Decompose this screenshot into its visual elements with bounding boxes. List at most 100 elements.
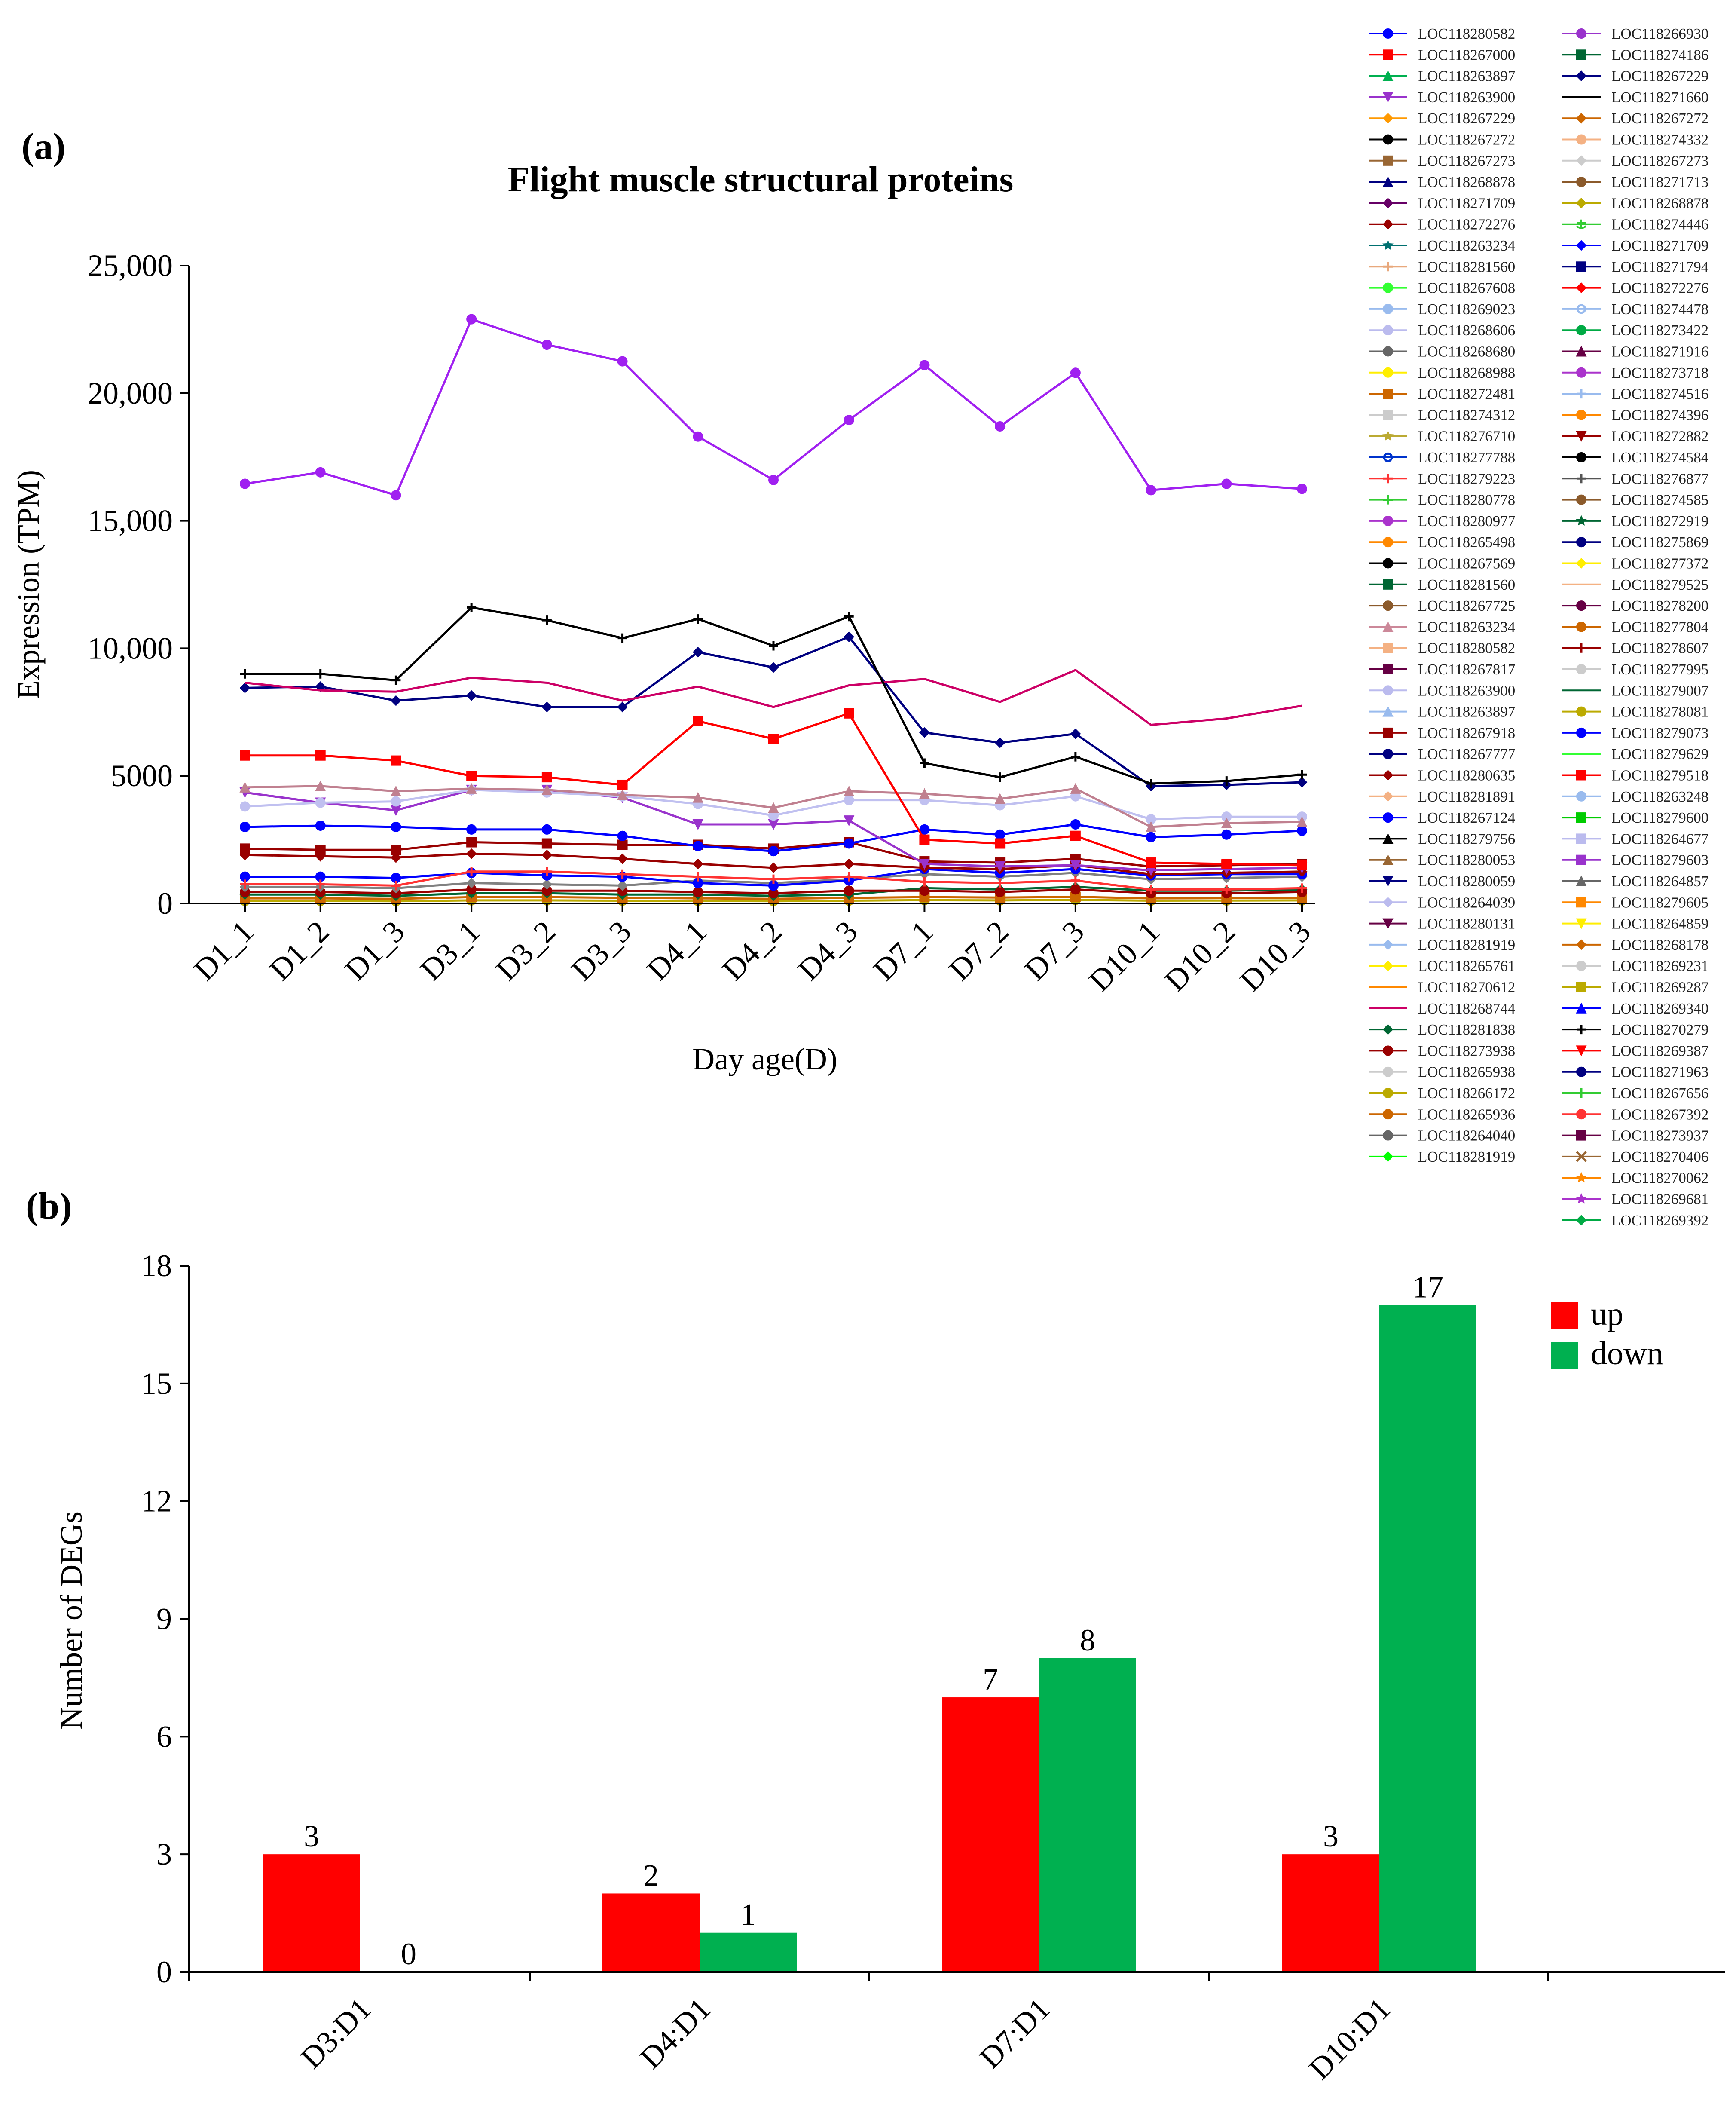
bar-data-label: 7 — [983, 1662, 998, 1696]
legend-entry-marker — [1576, 197, 1587, 208]
legend-entry-label: LOC118278081 — [1611, 704, 1708, 720]
series-point-LOC118266930 — [995, 421, 1006, 432]
legend-entry-marker — [1382, 770, 1394, 781]
series-point-LOC118279223 — [1070, 876, 1080, 885]
bar-up — [602, 1893, 700, 1972]
series-point-LOC118263234 — [994, 793, 1006, 804]
bar-y-tick-label: 15 — [141, 1366, 172, 1401]
legend-entry-marker — [1577, 474, 1586, 484]
legend-entry-label: LOC118263900 — [1418, 682, 1515, 699]
series-point-LOC118267000 — [844, 708, 854, 719]
legend-entry-label: LOC118274584 — [1611, 449, 1708, 466]
series-point-LOC118280582 — [240, 821, 250, 832]
series-point-LOC118267918 — [466, 837, 477, 848]
legend-entry-marker — [1383, 282, 1393, 293]
line-series-group — [239, 314, 1308, 906]
series-point-LOC118266930 — [919, 360, 930, 370]
series-point-LOC118280582 — [315, 820, 326, 831]
series-point-LOC118271660 — [769, 641, 778, 651]
legend-entry-label: LOC118263234 — [1418, 237, 1515, 254]
legend-entry-label: LOC118281560 — [1418, 258, 1515, 275]
panel-b-label: (b) — [26, 1185, 72, 1227]
bar-group: 3 2 7 3 0 1 8 17 — [263, 1270, 1476, 1972]
series-point-LOC118267229 — [768, 662, 779, 673]
bar-legend-swatch-down — [1551, 1342, 1578, 1369]
series-point-LOC118263234 — [1221, 817, 1232, 829]
bar-x-tick-label: D7:D1 — [973, 1991, 1057, 2075]
legend-entry-marker — [1382, 239, 1394, 250]
legend-entry-marker — [1382, 219, 1394, 230]
line-x-tick-label: D4_1 — [640, 914, 713, 987]
bar-y-tick-label: 6 — [156, 1719, 172, 1754]
series-point-LOC118263900b — [994, 861, 1006, 873]
legend-entry-label: LOC118272481 — [1418, 386, 1515, 402]
legend-entry-label: LOC118270406 — [1611, 1148, 1708, 1165]
legend-entry-marker — [1576, 1002, 1587, 1014]
legend-entry-marker — [1576, 537, 1586, 548]
legend-entry-marker — [1576, 664, 1586, 674]
legend-entry-label: LOC118274312 — [1418, 407, 1515, 423]
line-x-tick-label: D7_1 — [867, 914, 940, 987]
legend-entry-label: LOC118267229 — [1418, 110, 1515, 127]
line-x-tick-label: D4_3 — [791, 914, 864, 987]
legend-entry-label: LOC118264040 — [1418, 1127, 1515, 1144]
series-point-LOC118263234 — [1070, 783, 1081, 794]
bar-data-label: 2 — [643, 1858, 659, 1892]
legend-entry-marker — [1382, 197, 1394, 208]
legend-entry-marker — [1383, 1088, 1393, 1098]
series-point-LOC118267000 — [617, 779, 628, 790]
legend-entry-marker — [1382, 176, 1394, 187]
legend-entry-marker — [1576, 770, 1586, 781]
legend-entry-label: LOC118272276 — [1611, 280, 1708, 297]
legend-entry-marker — [1576, 1045, 1587, 1056]
series-point-LOC118263900b — [844, 815, 855, 827]
legend-entry-marker — [1382, 833, 1394, 844]
legend-entry-label: LOC118273937 — [1611, 1127, 1708, 1144]
series-point-LOC118267229 — [1296, 777, 1308, 788]
legend-entry-label: LOC118267918 — [1418, 725, 1515, 741]
legend-entry-marker — [1576, 1109, 1586, 1120]
series-point-LOC118279223 — [995, 878, 1005, 888]
legend-entry-marker — [1383, 28, 1393, 39]
series-point-LOC118271660 — [920, 758, 929, 768]
series-point-LOC118263900b — [1070, 860, 1081, 871]
series-point-LOC118271660 — [693, 614, 703, 624]
series-point-LOC118280582 — [1070, 819, 1081, 830]
legend-entry-marker — [1576, 325, 1586, 336]
line-x-axis-title: Day age(D) — [692, 1042, 837, 1076]
legend-entry-marker — [1383, 812, 1393, 823]
series-point-LOC118280582 — [1297, 825, 1307, 836]
legend-entry-label: LOC118268178 — [1611, 937, 1708, 953]
legend-entry-marker — [1382, 897, 1394, 908]
series-point-LOC118279223 — [467, 867, 477, 876]
line-x-tick-label: D1_3 — [338, 914, 411, 987]
series-point-LOC118267000 — [768, 734, 779, 744]
series-point-LOC118279223 — [1146, 885, 1156, 894]
bar-down — [1039, 1658, 1136, 1972]
series-point-LOC118267918 — [391, 845, 401, 855]
series-point-LOC118267000 — [315, 750, 326, 761]
legend-entry-marker — [1383, 262, 1393, 272]
legend-entry-marker — [1576, 1066, 1586, 1077]
series-point-LOC118267229 — [391, 695, 401, 706]
series-point-LOC118279223 — [693, 872, 703, 882]
series-point-LOC118266930 — [768, 475, 779, 485]
line-y-axis-title: Expression (TPM) — [11, 470, 46, 699]
legend-entry-label: LOC118267000 — [1418, 46, 1515, 63]
legend-entry-marker — [1382, 854, 1394, 865]
legend-entry-marker — [1382, 918, 1394, 929]
legend-entry-marker — [1383, 537, 1393, 548]
legend-entry-label: LOC118265761 — [1418, 958, 1515, 974]
series-point-LOC118266930 — [693, 431, 703, 442]
bar-x-tick-label: D4:D1 — [633, 1991, 717, 2075]
legend-entry-marker — [1576, 854, 1586, 865]
legend-entry-marker — [1576, 49, 1586, 60]
series-point-LOC118267000 — [1297, 860, 1307, 870]
legend-entry-marker — [1382, 939, 1394, 950]
legend-entry-marker — [1382, 1151, 1394, 1162]
bar-up — [263, 1854, 360, 1972]
legend-entry-marker — [1383, 1130, 1393, 1141]
legend-entry-label: LOC118279756 — [1418, 830, 1515, 847]
